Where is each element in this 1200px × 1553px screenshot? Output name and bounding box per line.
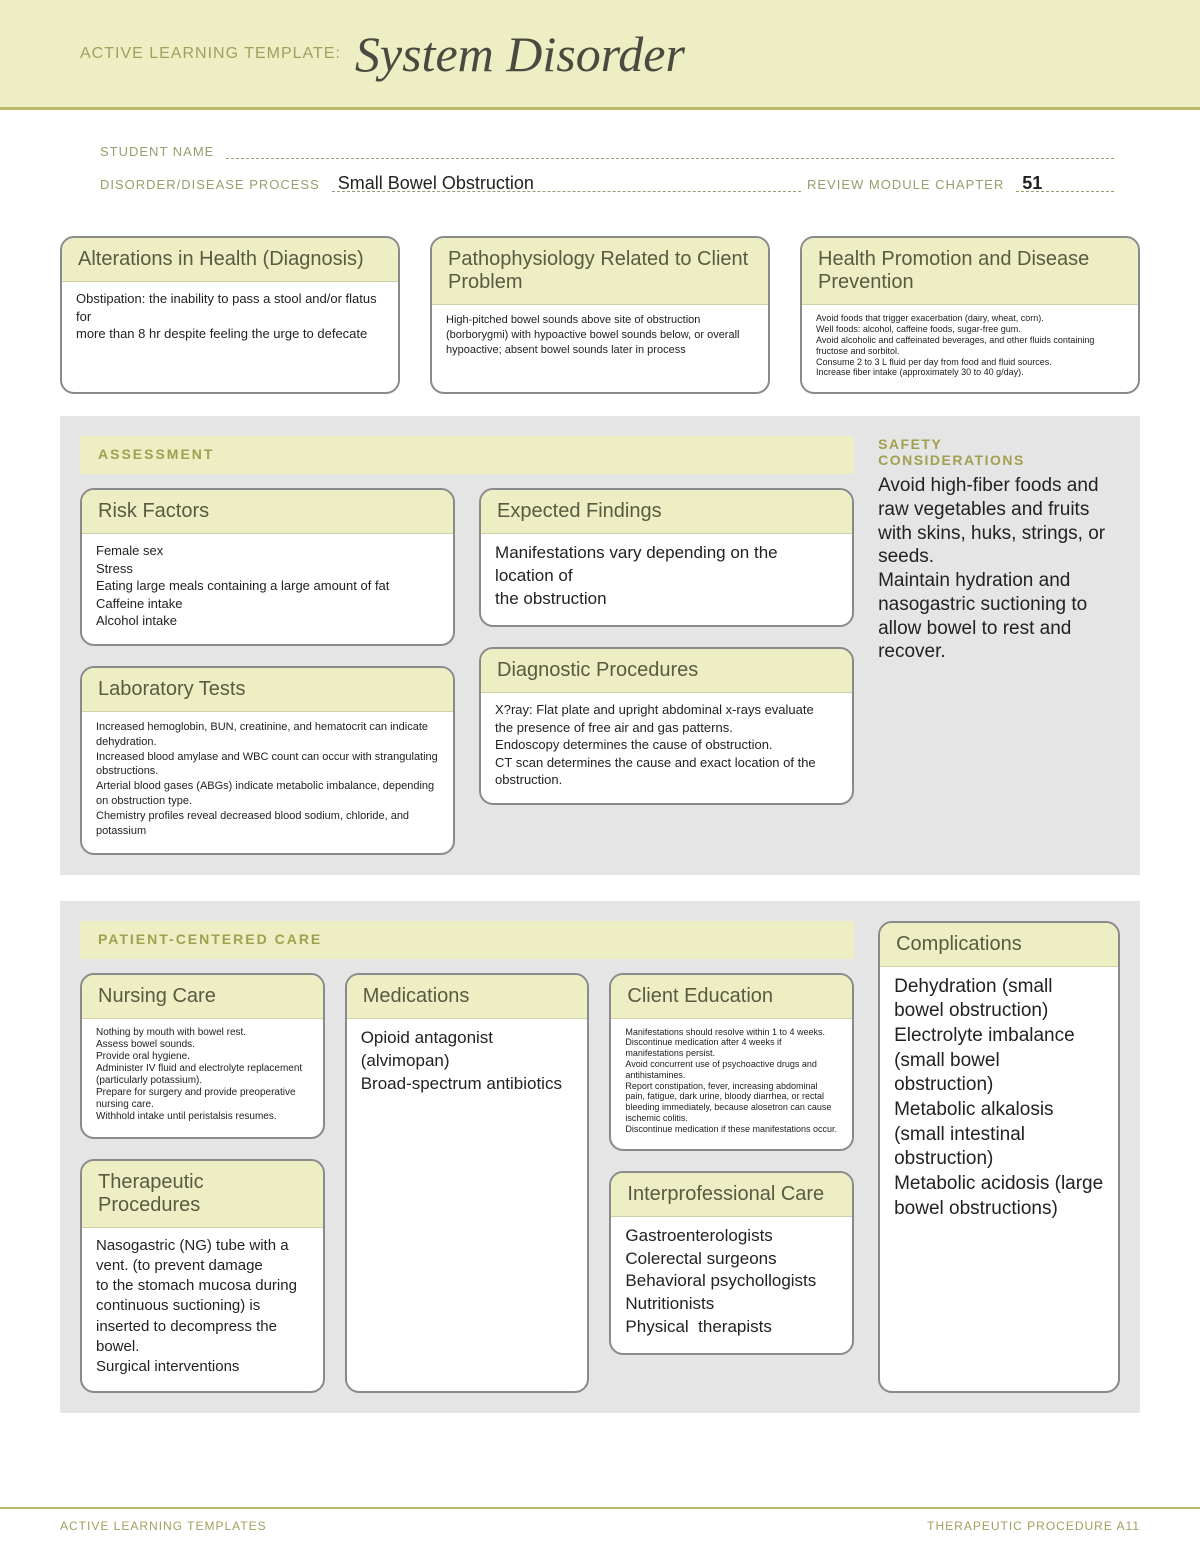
inter-card: Interprofessional Care Gastroenterologis… bbox=[609, 1171, 854, 1356]
disease-value: Small Bowel Obstruction bbox=[332, 173, 540, 193]
pcc-label: PATIENT-CENTERED CARE bbox=[98, 931, 322, 947]
pcc-col-3: Client Education Manifestations should r… bbox=[609, 973, 854, 1394]
pcc-col-1: Nursing Care Nothing by mouth with bowel… bbox=[80, 973, 325, 1394]
chapter-label: REVIEW MODULE CHAPTER bbox=[807, 177, 1004, 192]
top-row: Alterations in Health (Diagnosis) Obstip… bbox=[60, 236, 1140, 394]
banner: ACTIVE LEARNING TEMPLATE: System Disorde… bbox=[0, 0, 1200, 110]
assessment-section: ASSESSMENT Risk Factors Female sex Stres… bbox=[60, 416, 1140, 874]
safety-body: Avoid high-fiber foods and raw vegetable… bbox=[878, 474, 1120, 664]
patho-card: Pathophysiology Related to Client Proble… bbox=[430, 236, 770, 394]
safety-label: SAFETY CONSIDERATIONS bbox=[878, 436, 1120, 468]
labs-body: Increased hemoglobin, BUN, creatinine, a… bbox=[82, 712, 453, 853]
assessment-band: ASSESSMENT bbox=[80, 436, 854, 474]
risk-card: Risk Factors Female sex Stress Eating la… bbox=[80, 488, 455, 646]
inter-body: Gastroenterologists Colerectal surgeons … bbox=[611, 1217, 852, 1354]
diag-title: Diagnostic Procedures bbox=[481, 649, 852, 693]
labs-card: Laboratory Tests Increased hemoglobin, B… bbox=[80, 666, 455, 855]
complications-card: Complications Dehydration (small bowel o… bbox=[878, 921, 1120, 1394]
pcc-band: PATIENT-CENTERED CARE bbox=[80, 921, 854, 959]
footer: ACTIVE LEARNING TEMPLATES THERAPEUTIC PR… bbox=[0, 1507, 1200, 1533]
assessment-label: ASSESSMENT bbox=[98, 446, 214, 462]
edu-body: Manifestations should resolve within 1 t… bbox=[611, 1019, 852, 1149]
edu-card: Client Education Manifestations should r… bbox=[609, 973, 854, 1151]
safety-sidebar: SAFETY CONSIDERATIONS Avoid high-fiber f… bbox=[878, 436, 1120, 854]
diag-body: X?ray: Flat plate and upright abdominal … bbox=[481, 693, 852, 803]
nursing-body: Nothing by mouth with bowel rest. Assess… bbox=[82, 1019, 323, 1137]
pcc-grid: Nursing Care Nothing by mouth with bowel… bbox=[80, 973, 854, 1394]
footer-right: THERAPEUTIC PROCEDURE A11 bbox=[927, 1519, 1140, 1533]
complications-body: Dehydration (small bowel obstruction) El… bbox=[880, 967, 1118, 1236]
student-name-label: STUDENT NAME bbox=[100, 144, 214, 159]
header-fields: STUDENT NAME DISORDER/DISEASE PROCESS Sm… bbox=[0, 110, 1200, 216]
nursing-card: Nursing Care Nothing by mouth with bowel… bbox=[80, 973, 325, 1139]
thera-card: Therapeutic Procedures Nasogastric (NG) … bbox=[80, 1159, 325, 1394]
disease-row: DISORDER/DISEASE PROCESS Small Bowel Obs… bbox=[100, 173, 1120, 192]
pcc-section: PATIENT-CENTERED CARE Nursing Care Nothi… bbox=[60, 901, 1140, 1414]
assessment-col-left: Risk Factors Female sex Stress Eating la… bbox=[80, 488, 455, 854]
meds-body: Opioid antagonist (alvimopan) Broad-spec… bbox=[347, 1019, 588, 1110]
nursing-title: Nursing Care bbox=[82, 975, 323, 1019]
meds-title: Medications bbox=[347, 975, 588, 1019]
assessment-main: ASSESSMENT Risk Factors Female sex Stres… bbox=[80, 436, 854, 854]
banner-label: ACTIVE LEARNING TEMPLATE: bbox=[80, 45, 341, 63]
chapter-line[interactable]: 51 bbox=[1016, 173, 1114, 192]
assessment-col-right: Expected Findings Manifestations vary de… bbox=[479, 488, 854, 854]
disease-line[interactable]: Small Bowel Obstruction bbox=[332, 173, 801, 192]
promo-body: Avoid foods that trigger exacerbation (d… bbox=[802, 305, 1138, 392]
risk-title: Risk Factors bbox=[82, 490, 453, 534]
banner-title: System Disorder bbox=[355, 25, 685, 83]
risk-body: Female sex Stress Eating large meals con… bbox=[82, 534, 453, 644]
promo-card: Health Promotion and Disease Prevention … bbox=[800, 236, 1140, 394]
complications-sidebar: Complications Dehydration (small bowel o… bbox=[878, 921, 1120, 1394]
page: ACTIVE LEARNING TEMPLATE: System Disorde… bbox=[0, 0, 1200, 1553]
disease-label: DISORDER/DISEASE PROCESS bbox=[100, 177, 320, 192]
student-name-value bbox=[226, 140, 238, 160]
chapter-value: 51 bbox=[1016, 173, 1048, 193]
alterations-title: Alterations in Health (Diagnosis) bbox=[62, 238, 398, 282]
pcc-main: PATIENT-CENTERED CARE Nursing Care Nothi… bbox=[80, 921, 854, 1394]
diag-card: Diagnostic Procedures X?ray: Flat plate … bbox=[479, 647, 854, 805]
thera-body: Nasogastric (NG) tube with a vent. (to p… bbox=[82, 1228, 323, 1392]
student-name-row: STUDENT NAME bbox=[100, 140, 1120, 159]
inter-title: Interprofessional Care bbox=[611, 1173, 852, 1217]
assessment-grid: Risk Factors Female sex Stress Eating la… bbox=[80, 488, 854, 854]
patho-title: Pathophysiology Related to Client Proble… bbox=[432, 238, 768, 305]
labs-title: Laboratory Tests bbox=[82, 668, 453, 712]
edu-title: Client Education bbox=[611, 975, 852, 1019]
expected-title: Expected Findings bbox=[481, 490, 852, 534]
pcc-col-2: Medications Opioid antagonist (alvimopan… bbox=[345, 973, 590, 1394]
patho-body: High-pitched bowel sounds above site of … bbox=[432, 305, 768, 372]
alterations-body: Obstipation: the inability to pass a sto… bbox=[62, 282, 398, 357]
footer-left: ACTIVE LEARNING TEMPLATES bbox=[60, 1519, 267, 1533]
promo-title: Health Promotion and Disease Prevention bbox=[802, 238, 1138, 305]
alterations-card: Alterations in Health (Diagnosis) Obstip… bbox=[60, 236, 400, 394]
complications-title: Complications bbox=[880, 923, 1118, 967]
student-name-line[interactable] bbox=[226, 140, 1114, 159]
meds-card: Medications Opioid antagonist (alvimopan… bbox=[345, 973, 590, 1394]
expected-body: Manifestations vary depending on the loc… bbox=[481, 534, 852, 625]
thera-title: Therapeutic Procedures bbox=[82, 1161, 323, 1228]
expected-card: Expected Findings Manifestations vary de… bbox=[479, 488, 854, 627]
content: Alterations in Health (Diagnosis) Obstip… bbox=[0, 216, 1200, 1479]
